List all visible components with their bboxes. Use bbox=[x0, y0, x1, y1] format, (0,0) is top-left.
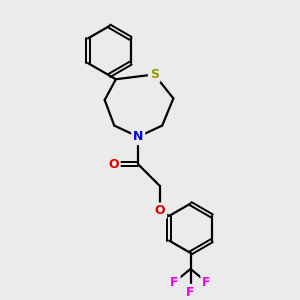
Text: N: N bbox=[133, 130, 143, 143]
Text: O: O bbox=[108, 158, 119, 171]
Text: F: F bbox=[202, 275, 211, 289]
Text: F: F bbox=[170, 275, 179, 289]
Text: O: O bbox=[155, 204, 165, 217]
Text: S: S bbox=[150, 68, 159, 81]
Text: F: F bbox=[186, 286, 195, 299]
